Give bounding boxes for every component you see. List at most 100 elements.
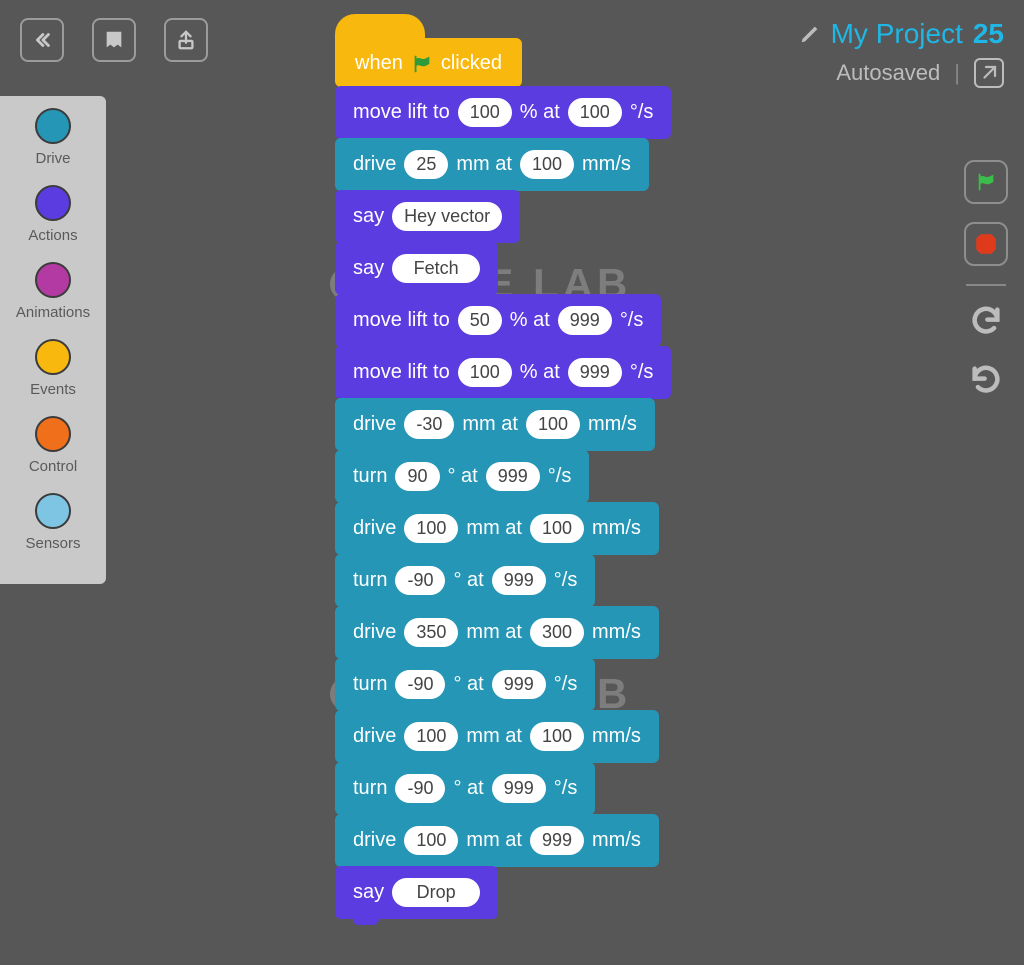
share-button[interactable] — [164, 18, 208, 62]
edit-icon[interactable] — [799, 23, 821, 45]
drive-block[interactable]: drive 100 mm at 999 mm/s — [335, 814, 659, 867]
speed-input[interactable]: 999 — [530, 826, 584, 855]
animations-category-icon — [35, 262, 71, 298]
unit-label: °/s — [630, 361, 654, 384]
back-button[interactable] — [20, 18, 64, 62]
lift-speed-input[interactable]: 999 — [568, 358, 622, 387]
unit-label: ° at — [448, 465, 478, 488]
block-label: say — [353, 257, 384, 280]
move-lift-block[interactable]: move lift to 100 % at 100 °/s — [335, 86, 671, 139]
hat-suffix: clicked — [441, 52, 502, 75]
say-block[interactable]: say Hey vector — [335, 190, 520, 243]
unit-label: ° at — [453, 777, 483, 800]
script-stack: when clicked move lift to 100 % at 100 °… — [335, 14, 671, 918]
palette-events[interactable]: Events — [30, 339, 76, 398]
unit-label: % at — [520, 101, 560, 124]
palette-actions[interactable]: Actions — [28, 185, 77, 244]
angle-input[interactable]: -90 — [395, 566, 445, 595]
say-text-input[interactable]: Fetch — [392, 254, 480, 283]
say-block[interactable]: say Fetch — [335, 242, 498, 295]
unit-label: °/s — [620, 309, 644, 332]
unit-label: % at — [510, 309, 550, 332]
unit-label: mm/s — [592, 725, 641, 748]
unit-label: °/s — [554, 777, 578, 800]
block-label: turn — [353, 569, 387, 592]
drive-category-icon — [35, 108, 71, 144]
angle-input[interactable]: -90 — [395, 774, 445, 803]
actions-category-icon — [35, 185, 71, 221]
block-label: drive — [353, 413, 396, 436]
speed-input[interactable]: 100 — [526, 410, 580, 439]
say-block[interactable]: say Drop — [335, 866, 498, 919]
turn-block[interactable]: turn -90 ° at 999 °/s — [335, 762, 595, 815]
palette-animations[interactable]: Animations — [16, 262, 90, 321]
unit-label: mm/s — [592, 621, 641, 644]
unit-label: °/s — [630, 101, 654, 124]
drive-block[interactable]: drive -30 mm at 100 mm/s — [335, 398, 655, 451]
library-button[interactable] — [92, 18, 136, 62]
stop-icon — [973, 231, 999, 257]
distance-input[interactable]: 100 — [404, 826, 458, 855]
green-flag-icon — [411, 53, 433, 75]
unit-label: mm at — [466, 621, 522, 644]
speed-input[interactable]: 100 — [530, 722, 584, 751]
undo-button[interactable] — [969, 363, 1003, 404]
run-button[interactable] — [964, 160, 1008, 204]
block-label: move lift to — [353, 101, 450, 124]
unit-label: °/s — [548, 465, 572, 488]
distance-input[interactable]: 350 — [404, 618, 458, 647]
distance-input[interactable]: 25 — [404, 150, 448, 179]
turn-speed-input[interactable]: 999 — [492, 774, 546, 803]
move-lift-block[interactable]: move lift to 100 % at 999 °/s — [335, 346, 671, 399]
drive-block[interactable]: drive 25 mm at 100 mm/s — [335, 138, 649, 191]
block-label: turn — [353, 673, 387, 696]
say-text-input[interactable]: Drop — [392, 878, 480, 907]
speed-input[interactable]: 100 — [530, 514, 584, 543]
block-label: move lift to — [353, 309, 450, 332]
lift-percent-input[interactable]: 50 — [458, 306, 502, 335]
turn-speed-input[interactable]: 999 — [486, 462, 540, 491]
unit-label: °/s — [554, 569, 578, 592]
lift-percent-input[interactable]: 100 — [458, 98, 512, 127]
drive-block[interactable]: drive 100 mm at 100 mm/s — [335, 710, 659, 763]
palette-control[interactable]: Control — [29, 416, 77, 475]
hat-block-when-flag-clicked[interactable]: when clicked — [335, 38, 522, 87]
say-text-input[interactable]: Hey vector — [392, 202, 502, 231]
distance-input[interactable]: 100 — [404, 722, 458, 751]
turn-block[interactable]: turn 90 ° at 999 °/s — [335, 450, 589, 503]
unit-label: mm/s — [582, 153, 631, 176]
green-flag-icon — [975, 171, 997, 193]
unit-label: mm/s — [592, 517, 641, 540]
expand-button[interactable] — [974, 58, 1004, 88]
stop-button[interactable] — [964, 222, 1008, 266]
toolbar — [20, 18, 208, 62]
lift-speed-input[interactable]: 100 — [568, 98, 622, 127]
block-label: drive — [353, 829, 396, 852]
move-lift-block[interactable]: move lift to 50 % at 999 °/s — [335, 294, 661, 347]
unit-label: mm at — [466, 829, 522, 852]
lift-percent-input[interactable]: 100 — [458, 358, 512, 387]
block-label: turn — [353, 777, 387, 800]
project-header: My Project 25 Autosaved | — [799, 18, 1004, 88]
distance-input[interactable]: 100 — [404, 514, 458, 543]
speed-input[interactable]: 300 — [530, 618, 584, 647]
palette-sensors[interactable]: Sensors — [25, 493, 80, 552]
palette-drive[interactable]: Drive — [35, 108, 71, 167]
turn-block[interactable]: turn -90 ° at 999 °/s — [335, 658, 595, 711]
drive-block[interactable]: drive 350 mm at 300 mm/s — [335, 606, 659, 659]
turn-speed-input[interactable]: 999 — [492, 566, 546, 595]
events-category-icon — [35, 339, 71, 375]
angle-input[interactable]: 90 — [395, 462, 439, 491]
unit-label: mm at — [462, 413, 518, 436]
turn-block[interactable]: turn -90 ° at 999 °/s — [335, 554, 595, 607]
speed-input[interactable]: 100 — [520, 150, 574, 179]
lift-speed-input[interactable]: 999 — [558, 306, 612, 335]
drive-block[interactable]: drive 100 mm at 100 mm/s — [335, 502, 659, 555]
turn-speed-input[interactable]: 999 — [492, 670, 546, 699]
angle-input[interactable]: -90 — [395, 670, 445, 699]
unit-label: mm at — [466, 725, 522, 748]
distance-input[interactable]: -30 — [404, 410, 454, 439]
project-name[interactable]: My Project — [831, 18, 963, 50]
redo-button[interactable] — [969, 304, 1003, 345]
block-label: move lift to — [353, 361, 450, 384]
